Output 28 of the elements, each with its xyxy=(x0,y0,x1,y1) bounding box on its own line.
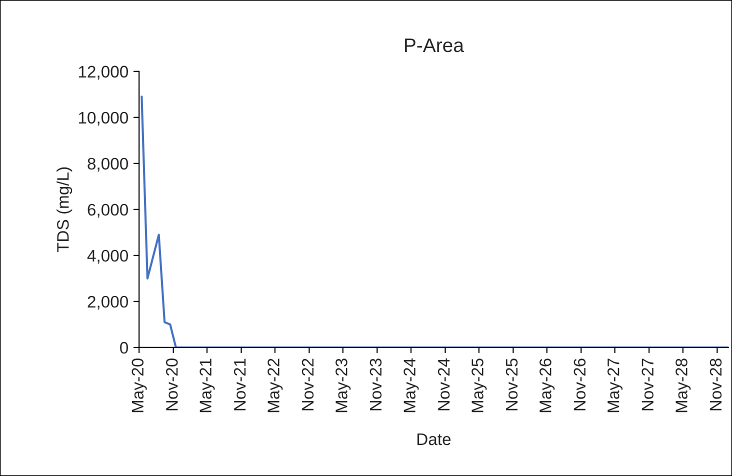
x-tick-label: May-26 xyxy=(540,358,555,412)
chart-title: P-Area xyxy=(405,38,464,52)
x-tick-label: May-21 xyxy=(200,358,215,412)
x-tick-label: May-28 xyxy=(676,358,691,412)
y-tick-label: 4,000 xyxy=(87,250,128,264)
x-tick-label: Nov-22 xyxy=(302,358,314,410)
y-tick-label: 6,000 xyxy=(88,204,128,218)
x-tick-label: May-27 xyxy=(607,358,623,412)
x-tick-label: Nov-28 xyxy=(710,358,722,410)
x-axis-title: Date xyxy=(417,434,451,446)
x-tick-label: May-20 xyxy=(132,358,147,412)
y-tick-label: 0 xyxy=(120,342,128,354)
x-tick-label: Nov-27 xyxy=(642,358,654,410)
x-tick-label: Nov-23 xyxy=(370,358,382,410)
x-tick-label: Nov-20 xyxy=(166,358,178,410)
x-tick-label: Nov-25 xyxy=(506,358,518,410)
x-tick-label: May-25 xyxy=(472,358,487,412)
y-tick-label: 12,000 xyxy=(78,66,128,80)
x-tick-label: Nov-21 xyxy=(234,358,246,410)
y-tick-label: 8,000 xyxy=(88,158,128,172)
x-tick-label: May-24 xyxy=(404,358,419,412)
x-tick-label: May-23 xyxy=(336,358,351,412)
x-tick-label: May-22 xyxy=(268,358,283,412)
x-tick-label: Nov-26 xyxy=(574,358,586,410)
y-axis-title: TDS (mg/L) xyxy=(56,167,72,252)
y-tick-label: 10,000 xyxy=(78,112,128,126)
x-tick-label: Nov-24 xyxy=(438,358,450,410)
y-tick-label: 2,000 xyxy=(88,296,128,310)
